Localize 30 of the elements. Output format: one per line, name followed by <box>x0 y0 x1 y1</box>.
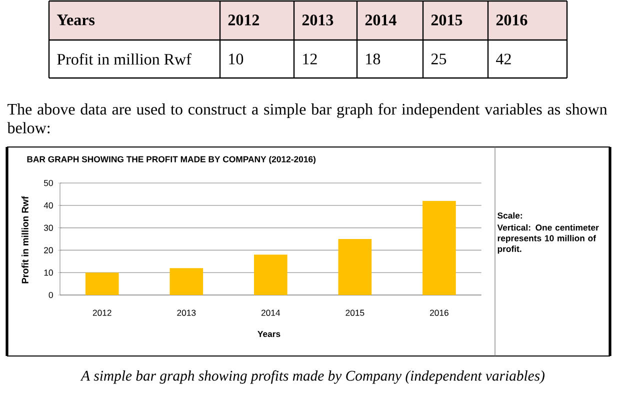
category-label: 2016 <box>496 14 528 26</box>
y-tick-label: 0 <box>48 292 53 298</box>
text: The above data are used to construct a simple bar graph for independent variables as shown below: <box>7 103 608 134</box>
category-label: 2012 <box>228 14 260 26</box>
category-label: 2013 <box>302 14 334 26</box>
x-tick-label: 2014 <box>261 310 280 316</box>
text: 25 <box>431 54 446 64</box>
text: Vertical: One centimeter represents 10 million of profit. <box>497 224 599 254</box>
y-tick-label: 10 <box>44 270 53 276</box>
y-axis-title: Profit in million Rwf <box>22 196 28 284</box>
y-tick-label: 20 <box>44 247 53 254</box>
x-axis-title: Years <box>258 330 280 338</box>
text: 18 <box>366 54 380 64</box>
text: A simple bar graph showing profits made by Company (independent variables) <box>80 370 544 384</box>
text: Years <box>56 14 95 26</box>
x-tick-label: 2012 <box>92 310 112 316</box>
text: 12 <box>303 54 317 64</box>
x-tick-label: 2015 <box>346 310 364 316</box>
text: 10 <box>229 54 244 64</box>
x-tick-label: 2016 <box>430 310 448 316</box>
category-label: 2015 <box>431 14 462 26</box>
text: 42 <box>496 54 511 64</box>
y-tick-label: 30 <box>44 224 53 231</box>
text: Profit in million Rwf <box>57 53 192 65</box>
chart-title: BAR GRAPH SHOWING THE PROFIT MADE BY COMPANY (2012-2016) <box>27 156 316 164</box>
category-label: 2014 <box>365 14 396 26</box>
x-tick-label: 2013 <box>177 310 196 316</box>
y-tick-label: 40 <box>44 202 53 208</box>
text: Scale: <box>498 212 522 219</box>
y-tick-label: 50 <box>44 180 53 186</box>
